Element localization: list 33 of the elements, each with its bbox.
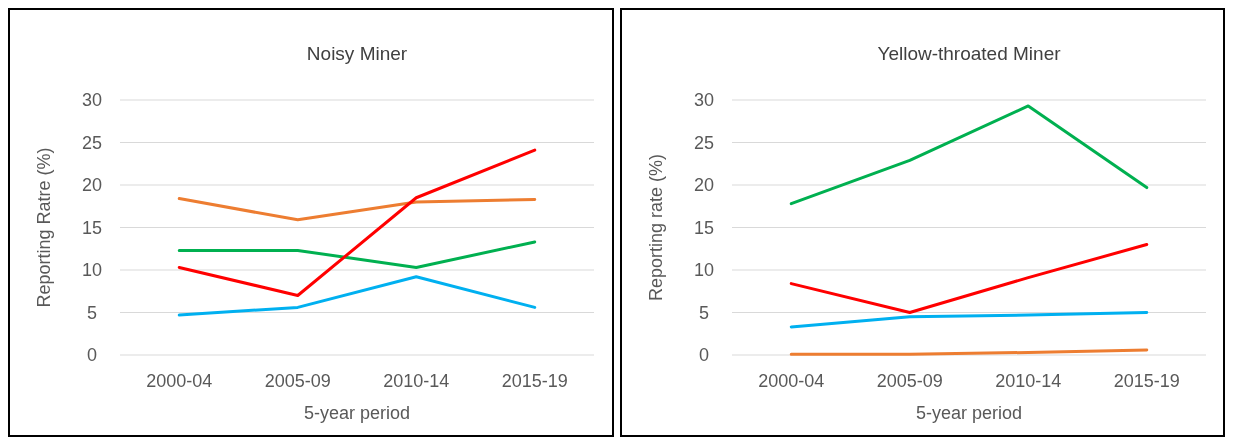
y-tick-label: 5 <box>86 302 98 323</box>
x-tick-label: 2010-14 <box>383 371 450 391</box>
line-series <box>177 148 537 297</box>
y-tick-label: 25 <box>81 132 103 153</box>
line-series <box>789 311 1148 329</box>
chart-title: Yellow-throated Miner <box>876 43 1061 64</box>
x-axis-title: 5-year period <box>303 403 411 423</box>
line-series <box>789 243 1148 314</box>
y-tick-label: 10 <box>81 260 103 281</box>
y-tick-label: 20 <box>81 175 103 196</box>
x-tick-label: 2000-04 <box>757 371 824 391</box>
y-tick-label: 15 <box>693 217 714 238</box>
y-tick-label: 20 <box>693 175 714 196</box>
y-tick-label: 30 <box>693 90 714 111</box>
line-series <box>789 104 1148 206</box>
x-tick-label: 2005-09 <box>264 371 331 391</box>
y-tick-label: 10 <box>693 260 714 281</box>
x-tick-label: 2010-14 <box>994 371 1061 391</box>
y-tick-label: 30 <box>81 90 103 111</box>
y-axis-title: Reporting Ratre (%) <box>34 147 54 308</box>
y-tick-label: 0 <box>86 345 98 366</box>
y-tick-label: 25 <box>693 132 714 153</box>
y-tick-label: 15 <box>81 217 103 238</box>
chart-title: Noisy Miner <box>306 43 408 64</box>
y-axis-title: Reporting rate (%) <box>645 153 666 302</box>
y-tick-label: 0 <box>698 345 709 366</box>
x-axis-title: 5-year period <box>915 403 1022 423</box>
x-tick-label: 2000-04 <box>146 371 213 391</box>
x-tick-label: 2015-19 <box>1113 371 1180 391</box>
x-tick-label: 2005-09 <box>876 371 943 391</box>
line-series <box>177 197 537 222</box>
y-tick-label: 5 <box>698 302 709 323</box>
x-tick-label: 2015-19 <box>501 371 568 391</box>
